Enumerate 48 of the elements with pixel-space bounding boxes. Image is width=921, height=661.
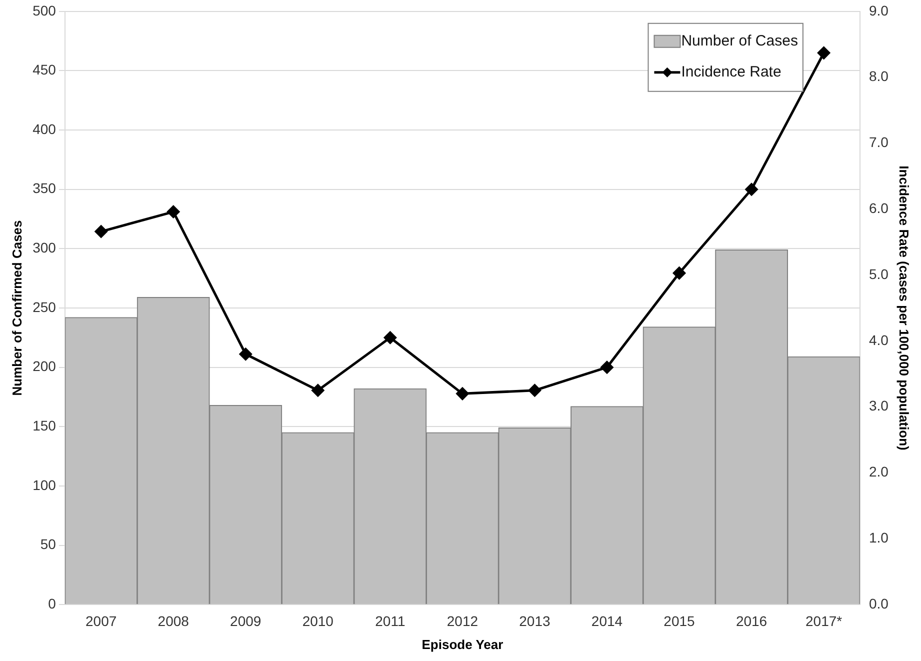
point (456, 387, 469, 400)
y-tick-label: 450 (32, 62, 56, 78)
y2-tick-label: 3.0 (868, 398, 889, 414)
y-tick-label: 400 (32, 120, 56, 137)
x-axis-title: Episode Year (422, 636, 504, 652)
point (384, 331, 396, 344)
y2-tick-label: 2.0 (868, 464, 889, 480)
y-tick-label: 250 (32, 298, 56, 315)
y2-tick-label: 0.0 (868, 595, 889, 612)
x-tick-label: 2007 (86, 612, 117, 629)
y2-tick-label: 9.0 (868, 2, 889, 18)
x-tick-label: 2008 (158, 612, 190, 629)
y2-tick-label: 4.0 (868, 332, 889, 348)
point (94, 225, 108, 238)
y2-tick-label: 1.0 (868, 530, 889, 546)
x-tick-label: 2017* (806, 612, 843, 629)
x-tick-label: 2011 (375, 612, 406, 629)
x-tick-label: 2009 (230, 612, 262, 629)
y2-tick-label: 8.0 (868, 68, 889, 84)
y2-tick-label: 6.0 (868, 200, 889, 216)
point (167, 206, 180, 218)
x-tick-label: 2013 (519, 612, 550, 629)
x-tick-label: 2012 (446, 612, 478, 629)
y-tick-label: 200 (32, 358, 56, 374)
point (673, 266, 686, 280)
x-tick-label: 2014 (591, 612, 623, 629)
y-tick-label: 150 (32, 418, 56, 434)
point (239, 348, 252, 360)
y-tick-label: 100 (32, 476, 56, 493)
x-tick-label: 2010 (302, 612, 334, 629)
point (312, 384, 324, 397)
x-tick-label: 2016 (736, 612, 768, 629)
y2-tick-label: 7.0 (868, 134, 889, 150)
y-tick-label: 350 (32, 180, 56, 196)
y-tick-label: 300 (32, 240, 56, 256)
y-tick-label: 0 (48, 595, 56, 612)
y2-tick-label: 5.0 (868, 266, 889, 282)
x-tick-label: 2015 (664, 612, 696, 629)
legend-label: Number of Cases (681, 32, 798, 50)
y-axis-title: Number of Confirmed Cases (9, 220, 24, 396)
point (528, 384, 541, 397)
legend-label: Incidence Rate (681, 64, 782, 81)
point (818, 46, 830, 60)
point (600, 361, 614, 374)
y-tick-label: 50 (40, 536, 56, 552)
y2-axis-title: Incidence Rate (cases per 100,000 population) (896, 166, 912, 450)
point (745, 183, 758, 196)
y-tick-label: 500 (32, 2, 56, 18)
